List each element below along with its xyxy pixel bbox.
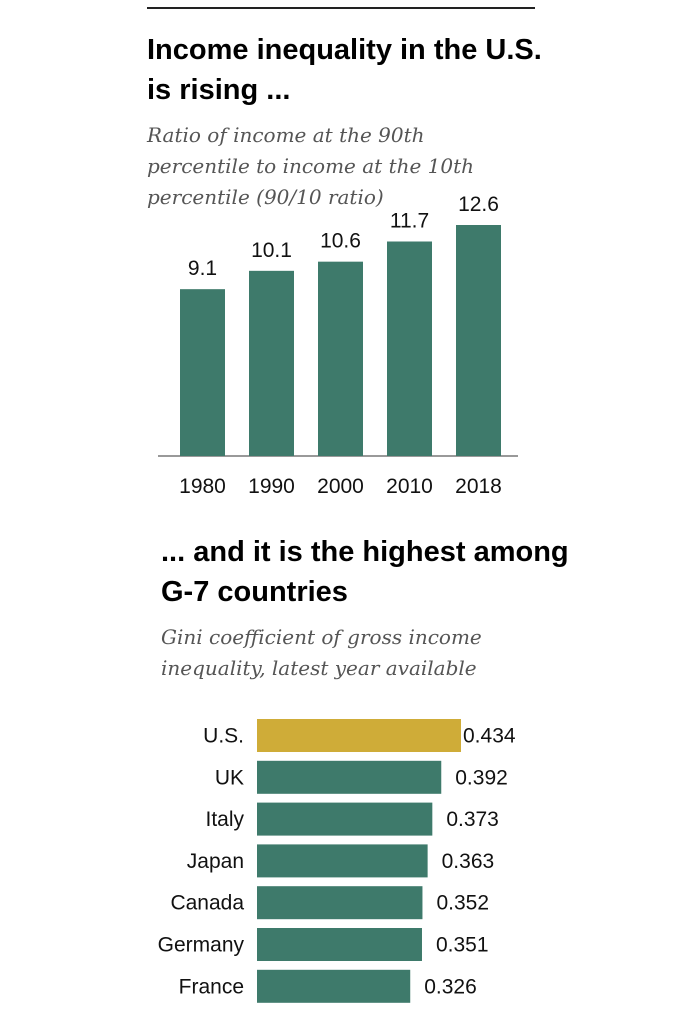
tick-label-2010: 2010: [386, 475, 433, 498]
bar-italy: [257, 802, 433, 836]
value-label-canada: 0.352: [436, 892, 489, 915]
category-label-canada: Canada: [170, 892, 244, 915]
chart2-subtitle: Gini coefficient of gross income inequal…: [161, 625, 482, 680]
chart1-subtitle: Ratio of income at the 90th percentile t…: [147, 123, 475, 209]
category-label-france: France: [179, 975, 244, 998]
bar-france: [257, 969, 411, 1003]
value-label-2000: 10.6: [320, 230, 361, 253]
bar-japan: [257, 844, 428, 878]
bar-1990: [249, 270, 294, 456]
bar-2000: [318, 261, 363, 456]
category-label-germany: Germany: [158, 934, 245, 957]
bar-1980: [180, 289, 225, 456]
bar-germany: [257, 928, 422, 961]
value-label-germany: 0.351: [436, 934, 489, 957]
value-label-japan: 0.363: [442, 850, 495, 873]
bar-us: [257, 719, 461, 752]
tick-label-1980: 1980: [179, 475, 226, 498]
bar-2010: [387, 241, 432, 456]
value-label-italy: 0.373: [446, 808, 499, 831]
category-label-italy: Italy: [205, 808, 244, 831]
tick-label-2000: 2000: [317, 475, 364, 498]
value-label-us: 0.434: [463, 725, 516, 748]
chart2-title: ... and it is the highest among G-7 coun…: [161, 536, 569, 608]
tick-label-1990: 1990: [248, 475, 295, 498]
income-ratio-bar-chart: 9.1 1980 10.1 1990 10.6 2000 11.7 2010 12.6 2018: [158, 193, 518, 498]
category-label-japan: Japan: [187, 850, 244, 873]
category-label-uk: UK: [215, 766, 244, 789]
bar-canada: [257, 886, 423, 920]
value-label-france: 0.326: [424, 975, 477, 998]
value-label-1980: 9.1: [188, 257, 217, 280]
value-label-2010: 11.7: [390, 210, 429, 233]
value-label-1990: 10.1: [251, 239, 292, 262]
bar-2018: [456, 225, 501, 456]
category-label-us: U.S.: [203, 725, 244, 748]
bar-uk: [257, 760, 442, 794]
value-label-uk: 0.392: [455, 766, 508, 789]
top-rule: [147, 7, 535, 9]
chart1-title: Income inequality in the U.S. is rising …: [147, 34, 542, 106]
tick-label-2018: 2018: [455, 475, 502, 498]
value-label-2018: 12.6: [458, 193, 499, 216]
